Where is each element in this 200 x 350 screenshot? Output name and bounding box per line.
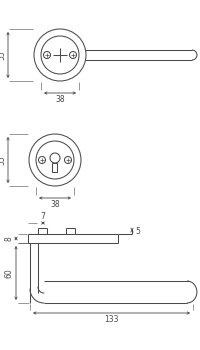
- Text: 133: 133: [104, 315, 118, 324]
- Text: 55: 55: [0, 155, 6, 165]
- Bar: [52, 163, 57, 172]
- Text: 8: 8: [5, 236, 14, 241]
- Text: 5: 5: [134, 227, 139, 236]
- Text: 55: 55: [0, 50, 6, 60]
- Text: 7: 7: [40, 212, 45, 221]
- Text: 60: 60: [5, 268, 14, 278]
- Text: 38: 38: [50, 200, 60, 209]
- Text: 38: 38: [55, 95, 64, 104]
